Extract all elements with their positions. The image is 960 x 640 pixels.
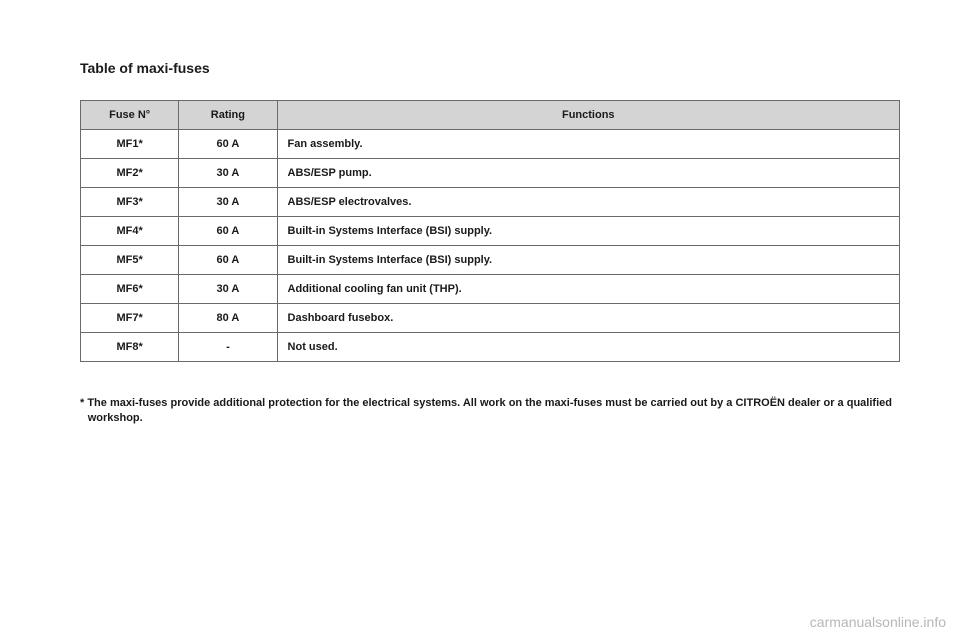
cell-rating: 30 A — [179, 188, 277, 217]
cell-fuse: MF8* — [81, 333, 179, 362]
table-row: MF8* - Not used. — [81, 333, 900, 362]
cell-fuse: MF5* — [81, 246, 179, 275]
cell-function: Not used. — [277, 333, 899, 362]
cell-rating: 60 A — [179, 130, 277, 159]
footnote-text: * The maxi-fuses provide additional prot… — [80, 396, 900, 426]
table-row: MF6* 30 A Additional cooling fan unit (T… — [81, 275, 900, 304]
col-header-functions: Functions — [277, 101, 899, 130]
cell-fuse: MF1* — [81, 130, 179, 159]
table-row: MF3* 30 A ABS/ESP electrovalves. — [81, 188, 900, 217]
cell-function: Built-in Systems Interface (BSI) supply. — [277, 246, 899, 275]
document-page: Table of maxi-fuses Fuse N° Rating Funct… — [0, 0, 960, 426]
table-row: MF2* 30 A ABS/ESP pump. — [81, 159, 900, 188]
table-row: MF1* 60 A Fan assembly. — [81, 130, 900, 159]
table-row: MF5* 60 A Built-in Systems Interface (BS… — [81, 246, 900, 275]
table-header-row: Fuse N° Rating Functions — [81, 101, 900, 130]
table-row: MF7* 80 A Dashboard fusebox. — [81, 304, 900, 333]
maxi-fuses-table: Fuse N° Rating Functions MF1* 60 A Fan a… — [80, 100, 900, 362]
watermark-text: carmanualsonline.info — [810, 614, 946, 630]
col-header-fuse: Fuse N° — [81, 101, 179, 130]
cell-fuse: MF2* — [81, 159, 179, 188]
page-title: Table of maxi-fuses — [80, 60, 900, 76]
cell-fuse: MF4* — [81, 217, 179, 246]
cell-function: Built-in Systems Interface (BSI) supply. — [277, 217, 899, 246]
cell-fuse: MF3* — [81, 188, 179, 217]
cell-rating: 60 A — [179, 246, 277, 275]
cell-function: Additional cooling fan unit (THP). — [277, 275, 899, 304]
cell-fuse: MF6* — [81, 275, 179, 304]
cell-rating: 30 A — [179, 275, 277, 304]
cell-function: ABS/ESP pump. — [277, 159, 899, 188]
cell-rating: 30 A — [179, 159, 277, 188]
cell-rating: - — [179, 333, 277, 362]
table-row: MF4* 60 A Built-in Systems Interface (BS… — [81, 217, 900, 246]
cell-function: ABS/ESP electrovalves. — [277, 188, 899, 217]
cell-fuse: MF7* — [81, 304, 179, 333]
cell-rating: 60 A — [179, 217, 277, 246]
cell-function: Fan assembly. — [277, 130, 899, 159]
col-header-rating: Rating — [179, 101, 277, 130]
cell-function: Dashboard fusebox. — [277, 304, 899, 333]
cell-rating: 80 A — [179, 304, 277, 333]
